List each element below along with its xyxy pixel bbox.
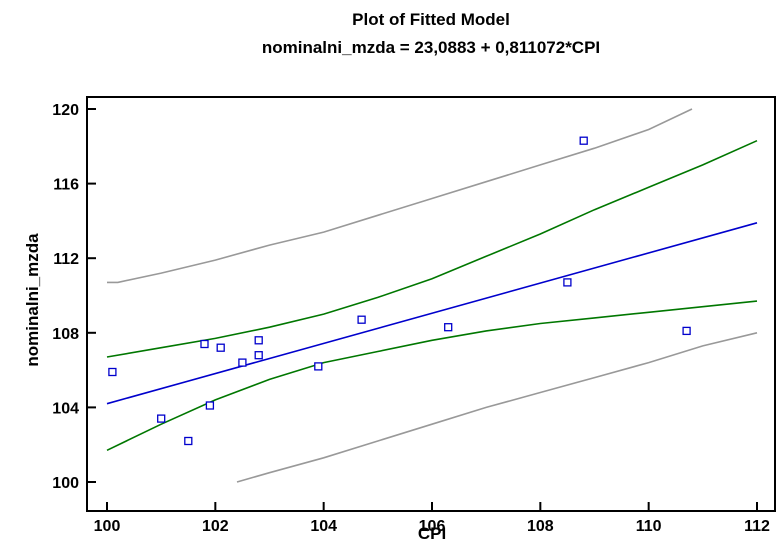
confidence-lower-line: [106, 300, 758, 452]
data-point: [184, 436, 193, 446]
x-tick-label: 102: [202, 518, 229, 535]
y-axis-ticks: 100 104 108 112 116 120: [52, 102, 96, 492]
fit-lines: [106, 108, 758, 483]
x-tick-label: 100: [94, 518, 121, 535]
chart-title: Plot of Fitted Model: [352, 10, 510, 29]
confidence-upper-line: [106, 139, 758, 358]
x-tick-label: 112: [744, 518, 770, 535]
data-point: [205, 401, 215, 410]
x-tick-label: 110: [636, 518, 662, 535]
data-point: [157, 414, 166, 423]
y-tick-label: 116: [53, 177, 79, 194]
x-tick-label: 108: [527, 518, 554, 535]
y-tick-label: 112: [53, 251, 79, 268]
data-point: [682, 326, 691, 336]
data-point: [444, 323, 453, 332]
x-tick-label: 104: [310, 518, 337, 535]
data-point: [254, 336, 263, 345]
y-axis-label: nominalni_mzda: [23, 233, 42, 367]
prediction-upper-line: [107, 108, 693, 284]
x-axis-ticks: 100 102 104 106 108 110 112: [94, 502, 770, 535]
data-point: [200, 339, 209, 349]
data-point: [254, 351, 263, 360]
prediction-lower-line: [236, 332, 758, 483]
data-point: [238, 358, 247, 367]
data-point: [579, 136, 588, 145]
data-point: [314, 362, 323, 371]
y-tick-label: 120: [52, 102, 79, 119]
chart-subtitle: nominalni_mzda = 23,0883 + 0,811072*CPI: [262, 38, 600, 57]
data-points: [108, 136, 691, 446]
data-point: [108, 367, 117, 377]
data-point: [216, 343, 225, 352]
y-tick-label: 108: [52, 326, 79, 343]
fitted-line: [106, 222, 758, 405]
x-tick-label: 106: [419, 518, 446, 535]
x-axis-label: CPI: [418, 524, 446, 543]
data-point: [357, 315, 366, 324]
data-point: [563, 278, 572, 287]
plot-frame: [86, 96, 776, 512]
y-tick-label: 104: [52, 400, 79, 417]
y-tick-label: 100: [52, 475, 79, 492]
